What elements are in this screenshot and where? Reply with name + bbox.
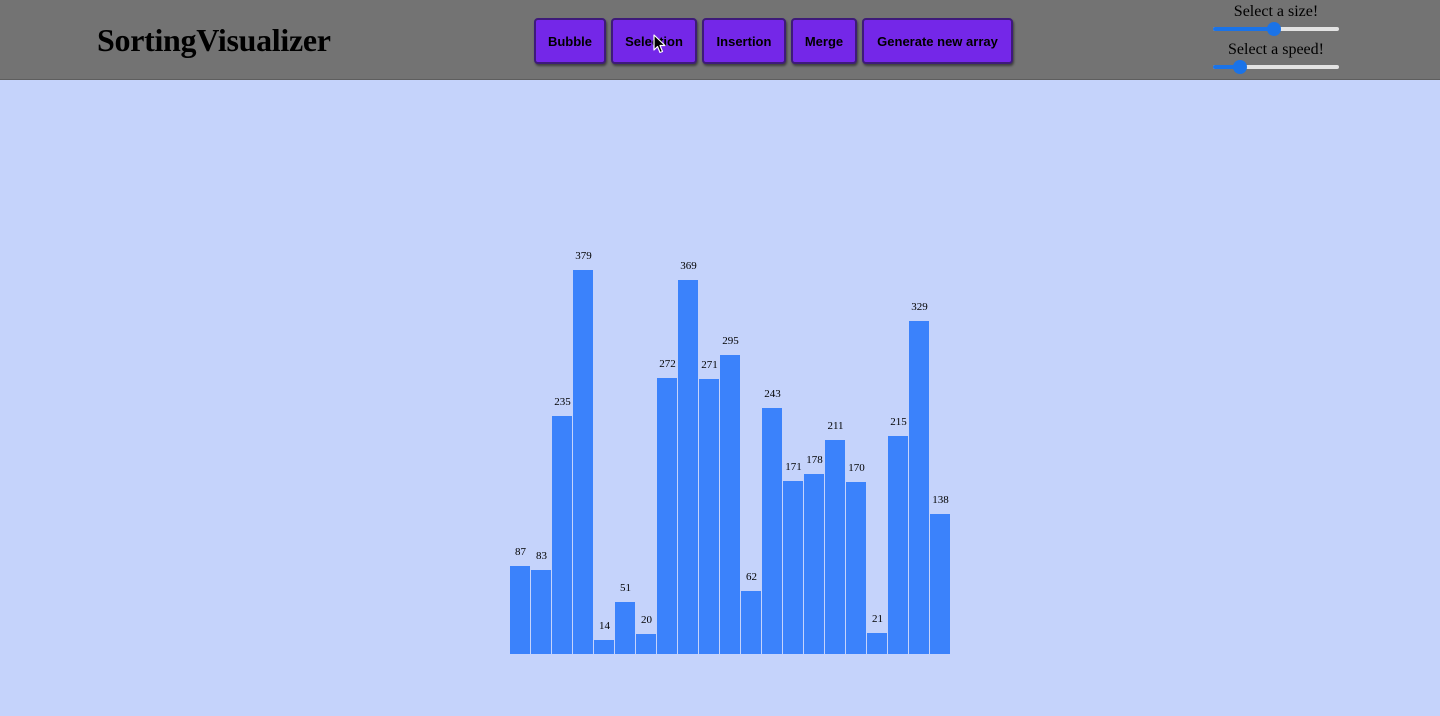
array-bar <box>552 416 573 654</box>
bar-value-label: 171 <box>785 461 802 473</box>
speed-slider[interactable] <box>1213 60 1339 74</box>
merge-sort-button[interactable]: Merge <box>791 18 857 64</box>
bar-value-label: 211 <box>827 420 844 432</box>
header-bar: SortingVisualizer Bubble Selection Inser… <box>0 0 1440 80</box>
array-bar <box>783 481 804 654</box>
array-bar <box>804 474 825 654</box>
array-bar <box>594 640 615 654</box>
array-bar <box>741 591 762 654</box>
array-bar <box>720 355 741 654</box>
bar-value-label: 215 <box>890 416 907 428</box>
bar-value-label: 51 <box>620 582 631 594</box>
speed-slider-thumb[interactable] <box>1233 60 1248 74</box>
size-label: Select a size! <box>1233 3 1319 20</box>
size-slider-fill <box>1213 27 1274 31</box>
generate-array-button[interactable]: Generate new array <box>862 18 1013 64</box>
bar-value-label: 83 <box>536 550 547 562</box>
bar-value-label: 329 <box>911 301 928 313</box>
bar-value-label: 243 <box>764 388 781 400</box>
bubble-sort-button[interactable]: Bubble <box>534 18 606 64</box>
bar-value-label: 235 <box>554 396 571 408</box>
array-bar <box>510 566 531 654</box>
bar-value-label: 295 <box>722 335 739 347</box>
bar-value-label: 14 <box>599 620 610 632</box>
controls-panel: Select a size! Select a speed! <box>1210 0 1342 74</box>
array-bar <box>846 482 867 654</box>
array-bar-chart: 87 83 235 379 14 51 20 272 369 271 295 62 243 171 178 2… <box>510 90 951 654</box>
bar-value-label: 369 <box>680 260 697 272</box>
bar-value-label: 178 <box>806 454 823 466</box>
bar-value-label: 272 <box>659 358 676 370</box>
array-bar <box>888 436 909 654</box>
array-bar <box>909 321 930 654</box>
array-bar <box>699 379 720 654</box>
speed-slider-track <box>1213 65 1339 69</box>
array-bar <box>615 602 636 654</box>
bar-value-label: 20 <box>641 614 652 626</box>
insertion-sort-button[interactable]: Insertion <box>702 18 786 64</box>
array-bar <box>867 633 888 654</box>
array-bar <box>531 570 552 654</box>
speed-label: Select a speed! <box>1228 41 1324 58</box>
bar-value-label: 170 <box>848 462 865 474</box>
array-bar <box>762 408 783 654</box>
bar-value-label: 379 <box>575 250 592 262</box>
app-title: SortingVisualizer <box>97 22 331 58</box>
size-slider-thumb[interactable] <box>1266 22 1281 36</box>
bar-value-label: 62 <box>746 571 757 583</box>
array-bar <box>636 634 657 654</box>
bar-value-label: 138 <box>932 494 949 506</box>
bar-value-label: 271 <box>701 359 718 371</box>
array-bar <box>825 440 846 654</box>
array-bar <box>678 280 699 654</box>
bar-value-label: 87 <box>515 546 526 558</box>
size-slider[interactable] <box>1213 22 1339 36</box>
array-bar <box>657 378 678 654</box>
mouse-pointer-icon <box>653 34 666 54</box>
bar-value-label: 21 <box>872 613 883 625</box>
array-bar <box>930 514 951 654</box>
array-bar <box>573 270 594 654</box>
speed-slider-fill <box>1213 65 1241 69</box>
